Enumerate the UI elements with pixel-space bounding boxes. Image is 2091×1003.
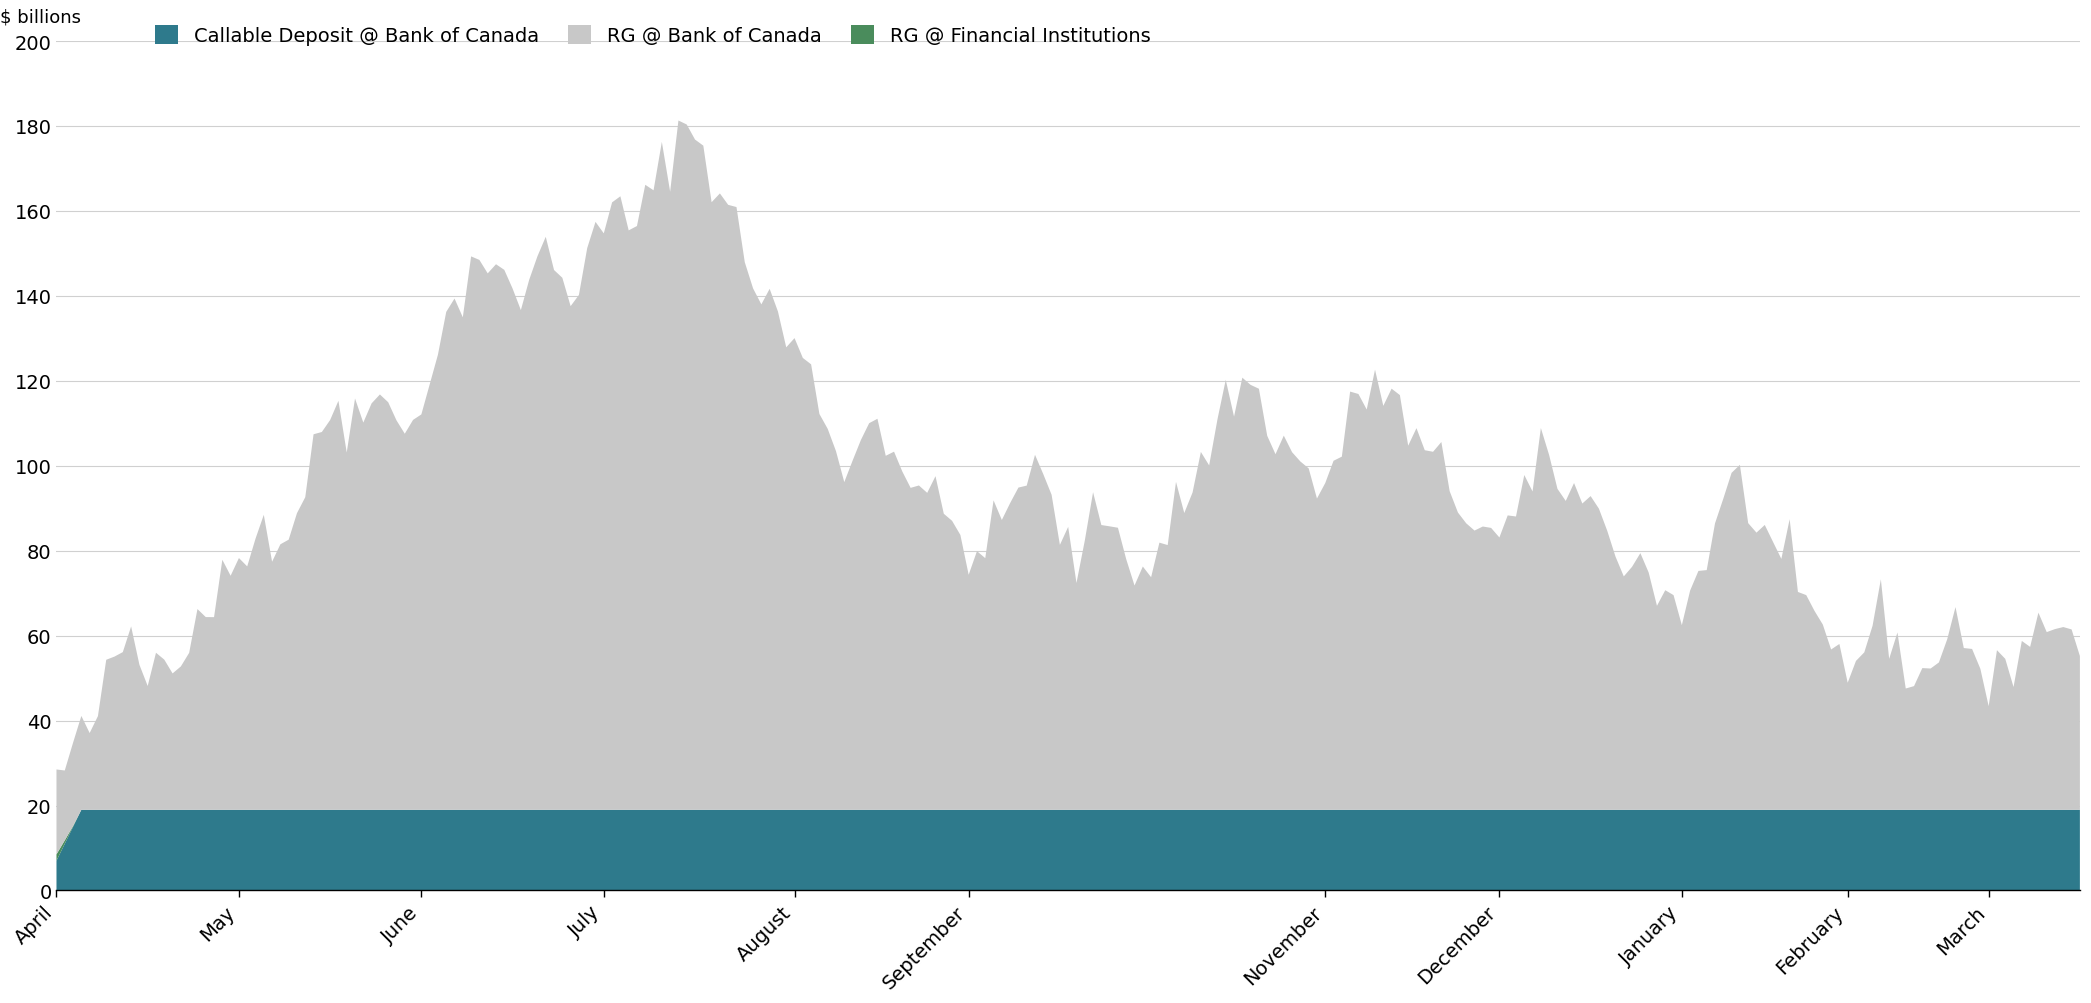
- Legend: Callable Deposit @ Bank of Canada, RG @ Bank of Canada, RG @ Financial Instituti: Callable Deposit @ Bank of Canada, RG @ …: [146, 18, 1158, 54]
- Text: $ billions: $ billions: [0, 8, 82, 26]
